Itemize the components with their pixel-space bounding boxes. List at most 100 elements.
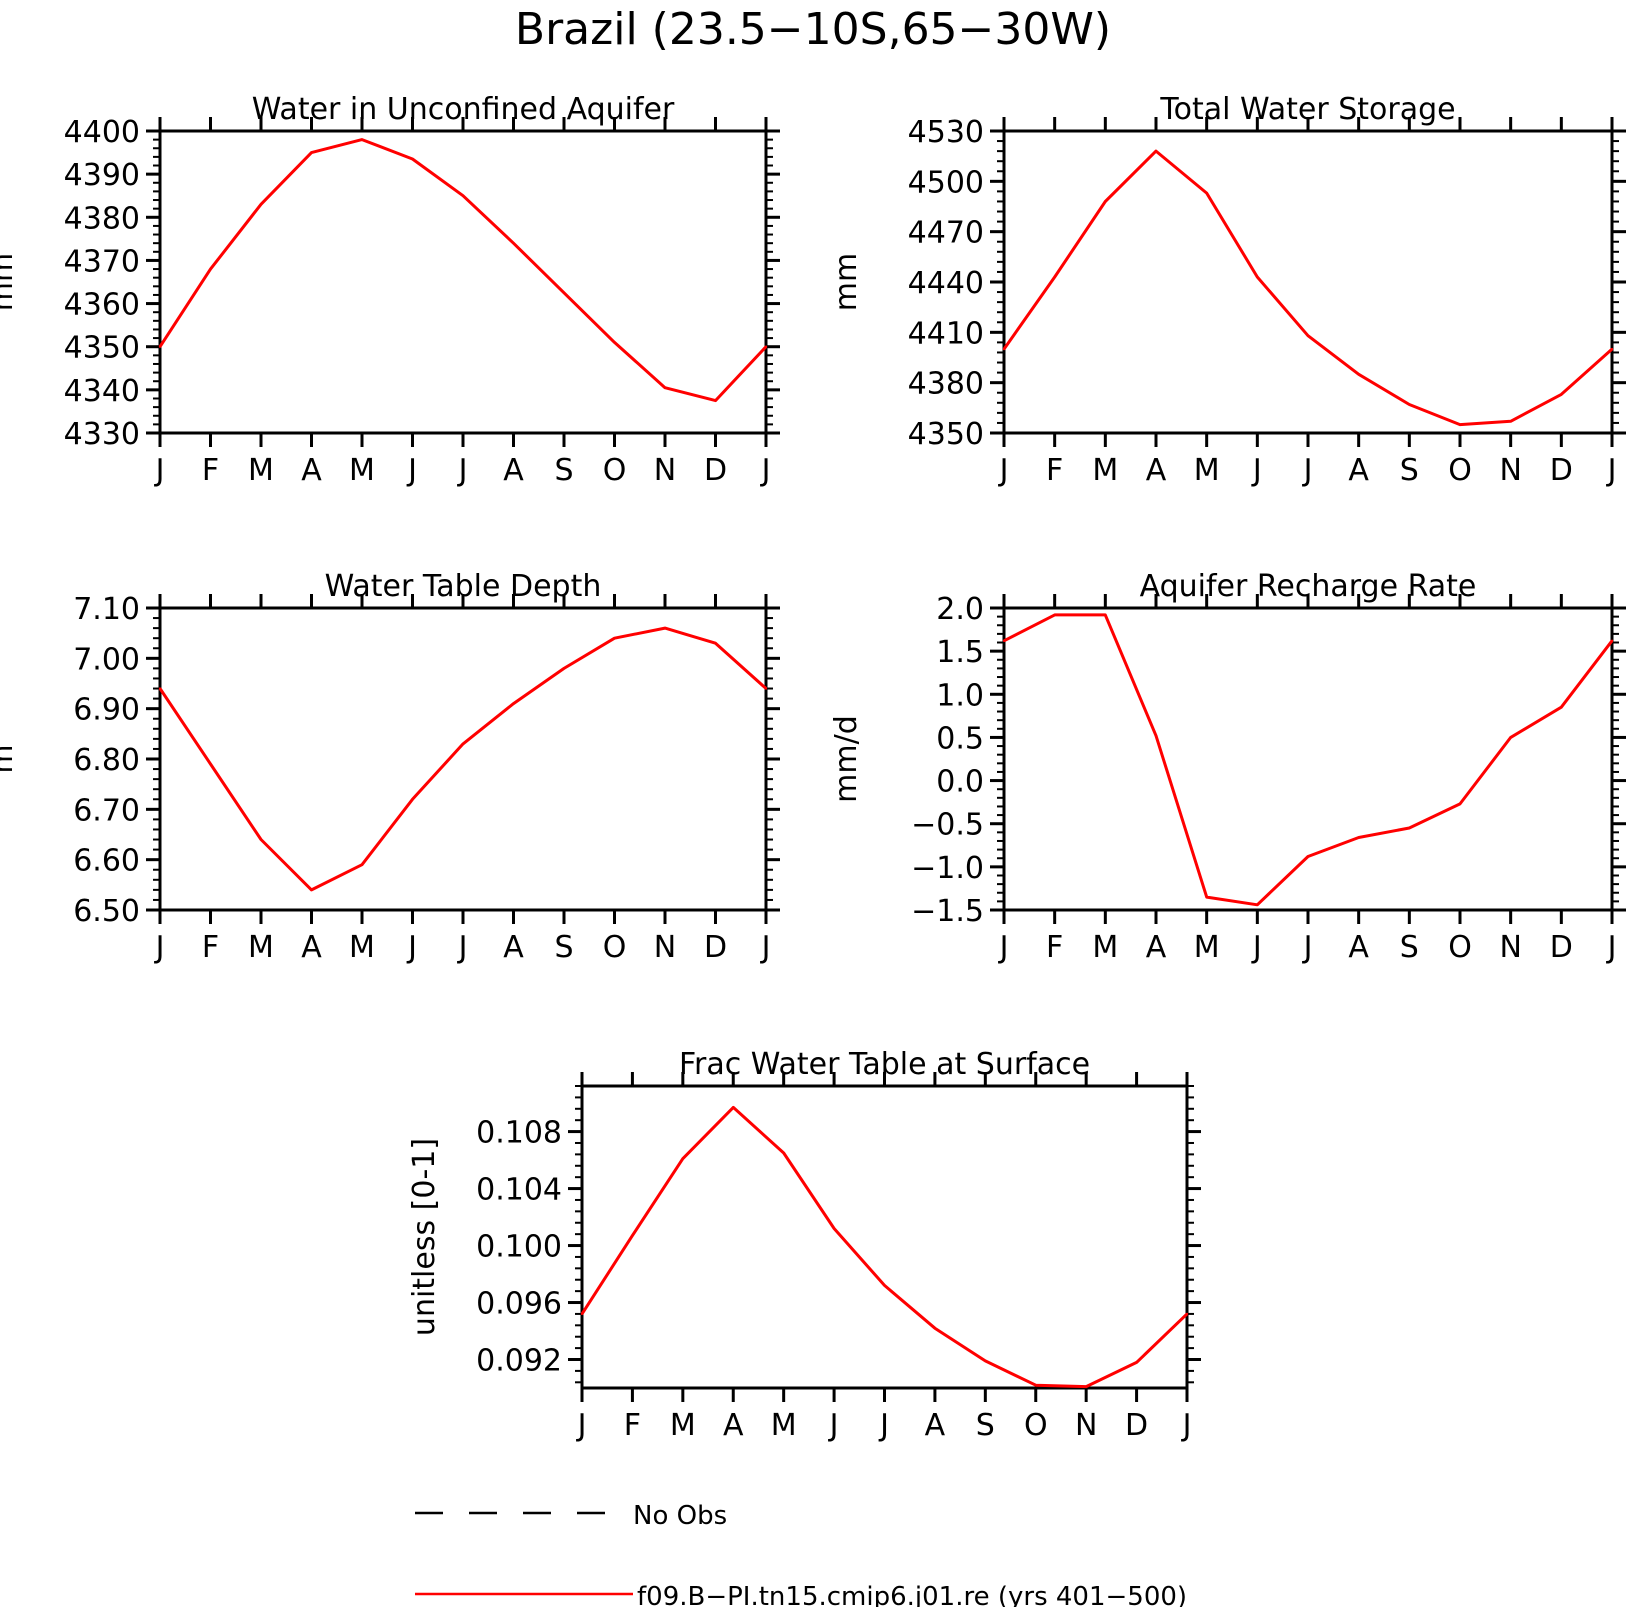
data-point (310, 151, 313, 154)
x-tick-label: J (154, 453, 165, 488)
x-tick-label: M (1194, 453, 1220, 488)
data-point (1205, 191, 1208, 195)
series-line (580, 1105, 1189, 1389)
data-point (1053, 275, 1056, 279)
x-tick-label: M (771, 1408, 797, 1443)
data-point (259, 203, 263, 206)
data-point (1256, 275, 1259, 279)
x-tick-label: S (554, 930, 573, 965)
x-tick-label: O (603, 930, 627, 965)
data-point (1154, 149, 1158, 153)
data-point (1002, 347, 1006, 351)
data-point (613, 637, 616, 640)
x-tick-label: S (1400, 453, 1419, 488)
y-tick-label: 4350 (64, 331, 140, 366)
x-tick-label: N (1075, 1408, 1097, 1443)
x-tick-label: J (1302, 930, 1313, 965)
x-tick-label: M (248, 930, 274, 965)
y-tick-label: 0.096 (476, 1287, 562, 1322)
y-tick-label: 6.90 (73, 693, 140, 728)
x-tick-label: M (1194, 930, 1220, 965)
data-point (1084, 1385, 1088, 1388)
legend-label-no-obs: No Obs (633, 1501, 727, 1531)
data-point (1458, 802, 1462, 806)
data-point (562, 667, 566, 670)
data-point (764, 345, 768, 348)
plot-frame (580, 1084, 1189, 1390)
data-point (1610, 639, 1614, 642)
data-point (613, 341, 616, 344)
x-tick-label: O (1448, 930, 1472, 965)
data-point (1509, 736, 1512, 739)
x-tick-label: S (554, 453, 573, 488)
plot-frame (1002, 129, 1614, 435)
data-point (580, 1312, 584, 1316)
x-tick-label: J (406, 453, 417, 488)
x-tick-label: J (1251, 930, 1262, 965)
x-tick-label: D (1550, 930, 1573, 965)
x-tick-label: M (248, 453, 274, 488)
y-tick-label: 7.10 (73, 592, 140, 627)
data-point (1205, 895, 1208, 899)
data-point (933, 1326, 937, 1330)
data-point (714, 399, 717, 402)
y-tick-label: 1.0 (936, 678, 984, 713)
y-tick-label: 7.00 (73, 642, 140, 677)
x-tick-label: D (704, 930, 727, 965)
data-point (461, 194, 465, 197)
y-tick-label: 2.0 (936, 592, 984, 627)
x-tick-label: J (1181, 1408, 1192, 1443)
x-tick-label: J (760, 453, 771, 488)
data-point (1458, 423, 1462, 426)
data-point (714, 642, 717, 645)
y-axis-label: mm (829, 253, 864, 311)
x-tick-label: N (1499, 930, 1521, 965)
chart-panel: Water Table DepthmJFMAMJJASONDJ6.506.606… (0, 569, 780, 965)
y-tick-label: −1.0 (911, 851, 984, 886)
y-tick-label: −0.5 (911, 808, 984, 843)
y-axis-label: mm/d (829, 715, 864, 803)
y-tick-label: 4350 (908, 417, 984, 452)
x-tick-label: A (301, 453, 322, 488)
figure-title: Brazil (23.5−10S,65−30W) (515, 4, 1111, 55)
data-point (1256, 903, 1259, 907)
data-point (984, 1359, 987, 1363)
data-point (1306, 334, 1310, 337)
plot-frame (158, 129, 768, 435)
x-tick-label: D (1550, 453, 1573, 488)
y-tick-label: 0.0 (936, 765, 984, 800)
y-tick-label: 0.100 (476, 1230, 562, 1265)
x-tick-label: J (760, 930, 771, 965)
y-tick-label: 6.60 (73, 844, 140, 879)
x-tick-label: A (925, 1408, 946, 1443)
series-line (158, 626, 768, 892)
y-tick-label: 4330 (64, 417, 140, 452)
x-tick-label: J (1302, 453, 1313, 488)
x-tick-label: J (406, 930, 417, 965)
data-point (681, 1157, 685, 1160)
data-point (1104, 613, 1107, 617)
y-axis-label: mm (0, 253, 20, 311)
data-point (512, 702, 515, 705)
y-tick-label: −1.5 (911, 894, 984, 929)
plot-frame (1002, 606, 1614, 912)
y-tick-label: 4400 (64, 115, 140, 150)
data-point (461, 742, 465, 746)
y-tick-label: 4340 (64, 374, 140, 409)
y-tick-label: 4380 (64, 201, 140, 236)
data-point (663, 386, 667, 389)
x-tick-label: J (457, 930, 468, 965)
y-tick-label: 4470 (908, 216, 984, 251)
data-point (209, 267, 212, 271)
data-point (883, 1284, 886, 1287)
data-point (1053, 613, 1056, 617)
data-point (1560, 393, 1563, 396)
data-point (310, 888, 313, 892)
x-tick-label: S (976, 1408, 995, 1443)
y-axis-label: m (0, 744, 20, 773)
y-tick-label: 4380 (908, 367, 984, 402)
x-tick-label: N (1499, 453, 1521, 488)
data-point (1306, 855, 1310, 858)
